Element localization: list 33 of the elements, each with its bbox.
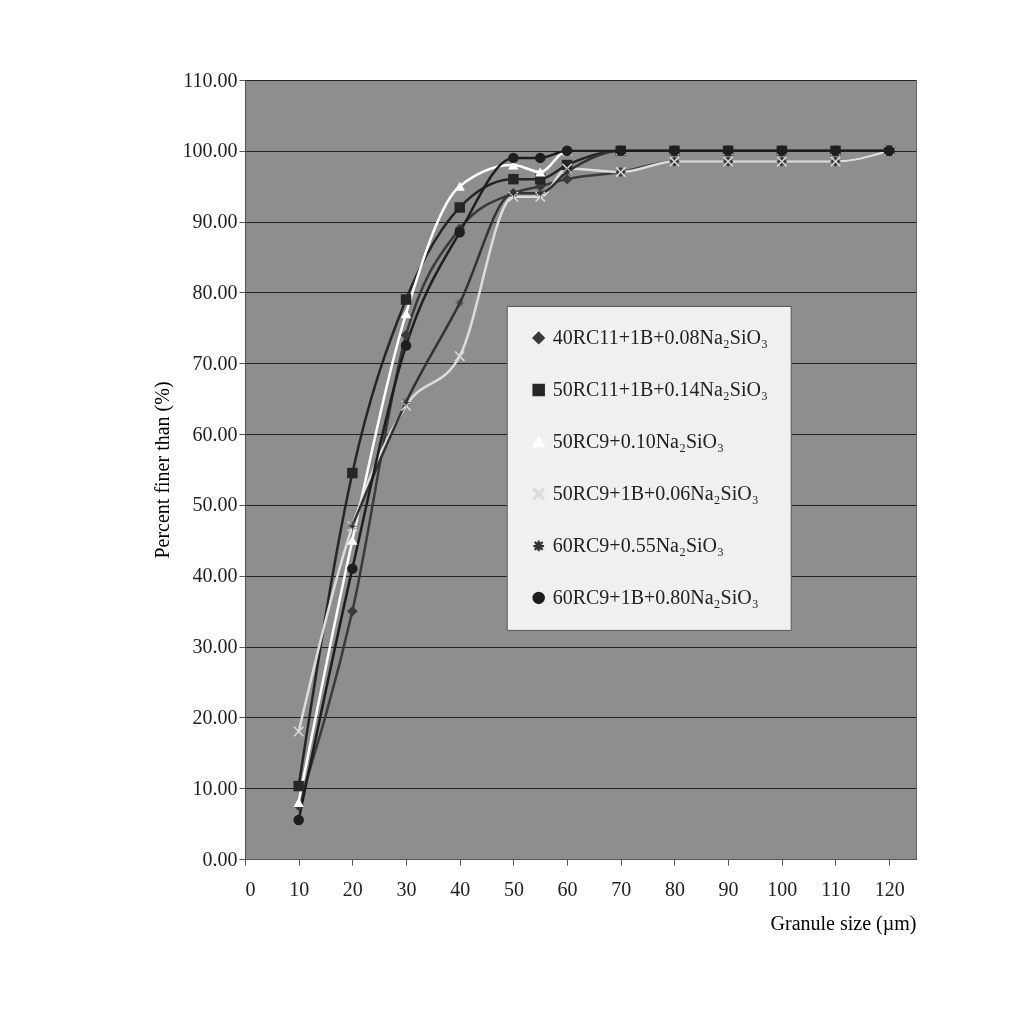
x-tick-label: 0 xyxy=(245,877,256,900)
legend-label: 60RC9+1B+0.80Na₂SiO₃ xyxy=(552,585,759,608)
x-tick-label: 90 xyxy=(718,877,739,900)
legend-label: 40RC11+1B+0.08Na₂SiO₃ xyxy=(552,325,768,348)
y-tick-label: 0.00 xyxy=(202,847,238,870)
legend-label: 50RC9+1B+0.06Na₂SiO₃ xyxy=(552,481,759,504)
y-tick-label: 110.00 xyxy=(183,68,238,91)
x-tick-label: 50 xyxy=(503,877,524,900)
y-tick-label: 60.00 xyxy=(192,422,238,445)
legend-label: 50RC9+0.10Na₂SiO₃ xyxy=(552,429,725,452)
y-tick-label: 100.00 xyxy=(182,139,238,162)
y-tick-label: 90.00 xyxy=(192,210,238,233)
x-tick-label: 70 xyxy=(611,877,632,900)
x-tick-label: 120 xyxy=(874,877,905,900)
x-tick-label: 40 xyxy=(450,877,471,900)
x-tick-label: 100 xyxy=(767,877,798,900)
y-tick-label: 80.00 xyxy=(192,280,238,303)
x-tick-label: 30 xyxy=(396,877,417,900)
x-tick-label: 80 xyxy=(664,877,685,900)
y-tick-label: 10.00 xyxy=(192,776,238,799)
legend-label: 50RC11+1B+0.14Na₂SiO₃ xyxy=(552,377,768,400)
x-tick-label: 10 xyxy=(289,877,310,900)
y-tick-label: 30.00 xyxy=(192,635,238,658)
x-tick-label: 20 xyxy=(342,877,363,900)
y-tick-label: 70.00 xyxy=(192,351,238,374)
y-tick-label: 20.00 xyxy=(192,705,238,728)
y-axis-title: Percent finer than (%) xyxy=(150,381,174,559)
y-tick-label: 40.00 xyxy=(192,564,238,587)
y-tick-label: 50.00 xyxy=(192,493,238,516)
x-tick-label: 110 xyxy=(821,877,851,900)
x-tick-label: 60 xyxy=(557,877,578,900)
legend-label: 60RC9+0.55Na₂SiO₃ xyxy=(552,533,725,556)
x-axis-title: Granule size (µm) xyxy=(770,911,917,935)
